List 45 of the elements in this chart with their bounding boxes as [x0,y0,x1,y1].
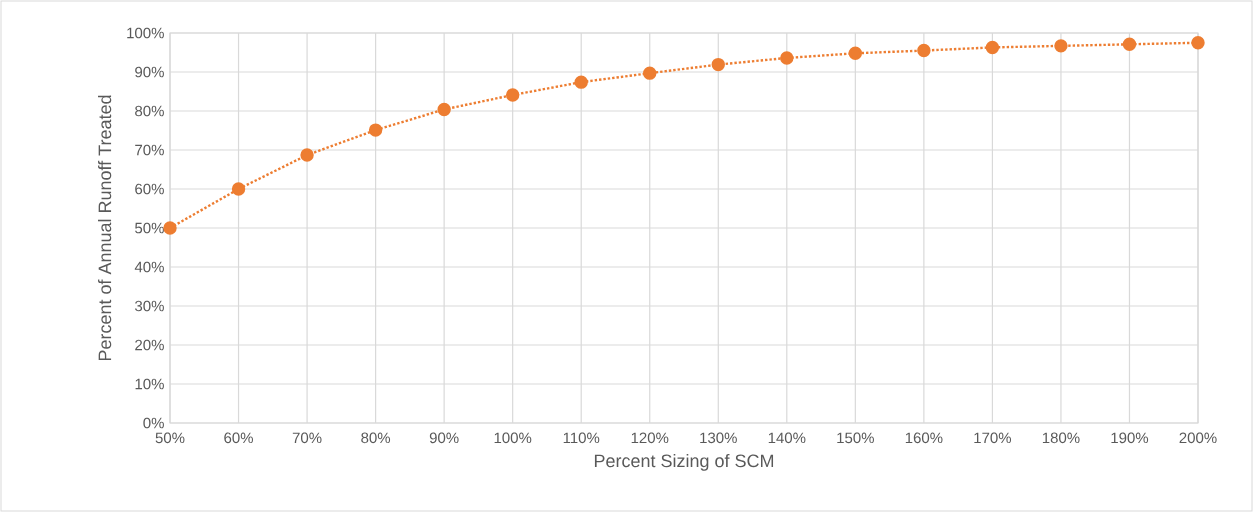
point [1191,36,1205,50]
y-tick-label: 50% [135,222,164,234]
point [848,46,863,60]
point [368,123,383,137]
y-tick-label: 90% [135,66,164,78]
point [1122,37,1137,52]
x-tick-label: 160% [905,432,943,444]
point [437,102,451,117]
x-tick-label: 80% [361,432,391,444]
y-tick-label: 70% [135,144,164,156]
x-tick-label: 200% [1179,432,1217,444]
x-tick-label: 110% [563,432,600,444]
x-tick-label: 150% [837,432,874,444]
x-tick-label: 50% [155,432,185,444]
point [300,148,314,162]
point [780,51,794,65]
x-tick-label: 170% [974,432,1012,444]
y-tick-label: 40% [134,261,164,273]
y-tick-label: 20% [135,339,164,351]
y-tick-label: 0% [143,417,164,429]
x-tick-label: 130% [700,432,737,444]
x-tick-label: 140% [768,432,806,444]
point [1054,39,1068,53]
x-tick-label: 120% [631,432,669,444]
y-tick-label: 30% [135,300,164,312]
point [917,43,931,58]
y-tick-label: 10% [135,378,164,390]
x-tick-label: 90% [429,432,459,444]
x-tick-label: 70% [292,432,322,444]
point [163,221,177,235]
y-tick-label: 60% [135,183,164,195]
x-tick-label: 180% [1042,432,1080,444]
x-axis-title: Percent Sizing of SCM [594,454,774,471]
point [231,182,246,196]
point [643,66,657,80]
x-tick-label: 100% [494,432,532,444]
point [505,88,520,102]
x-tick-label: 60% [224,432,253,444]
y-axis-title: Percent of Annual Runoff Treated [98,95,112,361]
y-tick-label: 100% [127,27,164,39]
x-tick-label: 190% [1111,432,1149,444]
y-tick-label: 80% [135,105,164,117]
point [574,75,588,89]
point [985,40,1000,55]
point [711,57,725,72]
